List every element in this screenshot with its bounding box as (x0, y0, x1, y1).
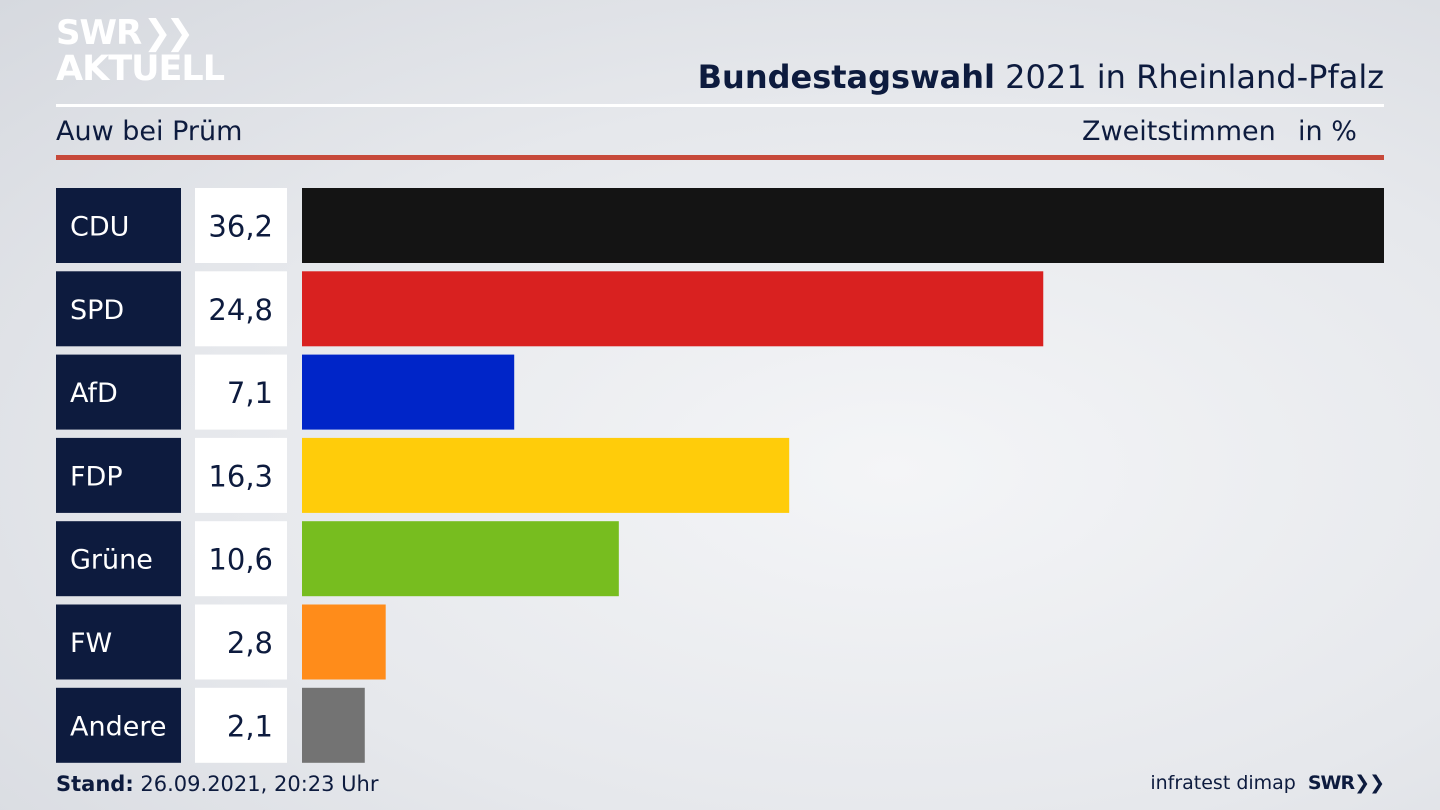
logo-chevron-icon: ❯❯ (143, 13, 194, 53)
bar-spd (302, 271, 1044, 347)
bar-andere (302, 687, 365, 763)
value-label-gr-ne: 10,6 (208, 543, 273, 577)
timestamp: Stand: 26.09.2021, 20:23 Uhr (56, 772, 379, 796)
header-divider (56, 104, 1384, 107)
party-box-spd (56, 271, 181, 347)
party-label-spd: SPD (70, 295, 124, 326)
title-rest: 2021 in Rheinland-Pfalz (995, 58, 1384, 96)
party-box-cdu (56, 188, 181, 263)
party-label-fw: FW (70, 628, 112, 659)
value-label-fw: 2,8 (227, 626, 273, 660)
value-label-fdp: 16,3 (208, 459, 273, 493)
stand-label: Stand: (56, 772, 134, 796)
value-box-andere (195, 687, 287, 763)
bar-afd (302, 354, 515, 430)
source-credit: infratest dimap SWR❯❯ (1150, 772, 1385, 794)
region-subtitle: Auw bei Prüm (56, 116, 243, 147)
party-label-fdp: FDP (70, 461, 123, 492)
value-box-fdp (195, 437, 287, 513)
swr-footer-logo: SWR❯❯ (1307, 772, 1385, 794)
bar-fdp (302, 437, 790, 513)
value-label-andere: 2,1 (227, 709, 273, 743)
party-label-afd: AfD (70, 378, 118, 409)
value-box-gr-ne (195, 521, 287, 597)
swr-aktuell-logo: SWR ❯❯ AKTUELL (56, 13, 225, 89)
logo-aktuell-text: AKTUELL (56, 49, 225, 89)
party-box-afd (56, 354, 181, 430)
logo-swr-text: SWR (56, 13, 142, 53)
value-label-spd: 24,8 (208, 293, 273, 327)
value-label-afd: 7,1 (227, 376, 273, 410)
value-box-cdu (195, 188, 287, 263)
party-label-andere: Andere (70, 711, 166, 742)
party-box-fdp (56, 437, 181, 513)
party-box-fw (56, 604, 181, 680)
page-title: Bundestagswahl 2021 in Rheinland-Pfalz (698, 58, 1384, 96)
metric-label: Zweitstimmen (1082, 116, 1276, 147)
stand-value: 26.09.2021, 20:23 Uhr (133, 772, 379, 796)
value-box-afd (195, 354, 287, 430)
bar-fw (302, 604, 386, 680)
party-box-andere (56, 687, 181, 763)
value-box-spd (195, 271, 287, 347)
party-box-gr-ne (56, 521, 181, 597)
party-label-cdu: CDU (70, 212, 129, 243)
bar-cdu (302, 188, 1384, 263)
unit-label: in % (1298, 116, 1357, 147)
accent-divider (56, 155, 1384, 160)
value-label-cdu: 36,2 (208, 210, 273, 244)
value-box-fw (195, 604, 287, 680)
party-label-gr-ne: Grüne (70, 545, 153, 576)
title-bold: Bundestagswahl (697, 58, 995, 96)
bar-gr-ne (302, 521, 619, 597)
source-text: infratest dimap (1150, 772, 1296, 794)
